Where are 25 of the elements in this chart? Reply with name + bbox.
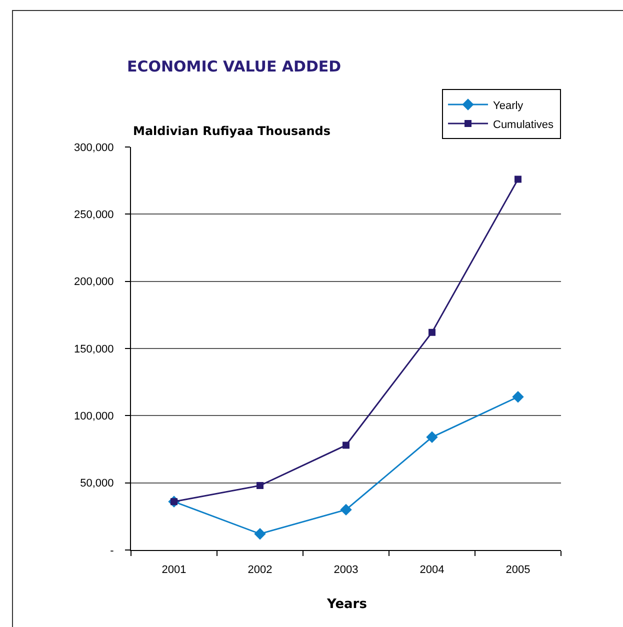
point: [512, 391, 524, 403]
y-tick-label: 100,000: [74, 410, 114, 423]
legend-label: Cumulatives: [493, 118, 554, 131]
x-tick-label: 2004: [420, 564, 444, 576]
x-tick-label: 2005: [506, 564, 530, 576]
point: [342, 442, 350, 449]
point: [256, 482, 264, 490]
x-tick-label: 2001: [162, 564, 186, 576]
point: [428, 328, 436, 336]
x-tick-label: 2002: [248, 564, 272, 576]
x-axis-title: Years: [326, 597, 368, 612]
y-tick-label: 300,000: [74, 142, 114, 154]
y-tick-label: -: [110, 544, 114, 557]
y-tick-label: 50,000: [80, 478, 114, 490]
point: [514, 176, 522, 183]
y-tick-label: 250,000: [74, 209, 114, 222]
legend-label: Yearly: [493, 100, 524, 112]
chart-title: ECONOMIC VALUE ADDED: [127, 57, 342, 76]
y-tick-label: 150,000: [74, 343, 114, 356]
point: [340, 504, 352, 516]
x-tick-label: 2003: [334, 564, 358, 576]
y-tick-label: 200,000: [74, 276, 114, 288]
y-axis-title: Maldivian Rufiyaa Thousands: [133, 124, 331, 138]
point: [254, 528, 266, 540]
point: [426, 431, 438, 444]
